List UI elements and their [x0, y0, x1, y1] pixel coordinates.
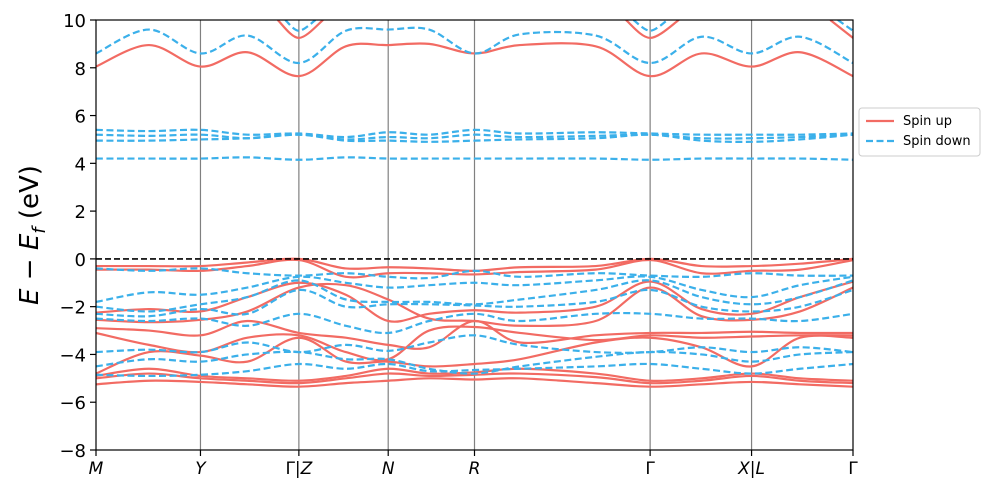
ylabel-minus: −: [15, 250, 45, 288]
band-line: [632, 20, 669, 32]
x-tick-label: M: [89, 459, 104, 479]
band-line: [96, 280, 853, 323]
band-line: [837, 20, 853, 32]
legend-label-spin-up: Spin up: [903, 114, 952, 129]
series-spin-down: [96, 20, 853, 378]
x-tick-label: R: [469, 459, 481, 479]
x-axis: M Y Γ|Z N R Γ X|L Γ: [89, 450, 858, 479]
ylabel-e: E: [15, 288, 45, 305]
band-line: [96, 377, 853, 388]
y-tick-label: −6: [59, 393, 86, 414]
y-tick-label: 8: [75, 59, 86, 80]
legend-label-spin-down: Spin down: [903, 134, 971, 149]
band-line: [96, 288, 853, 318]
band-line: [96, 275, 853, 303]
y-tick-label: 6: [75, 107, 86, 128]
band-line: [625, 20, 680, 40]
band-line: [276, 20, 324, 40]
x-tick-label: N: [382, 459, 395, 479]
ylabel-unit: (eV): [15, 165, 45, 227]
x-tick-label: Γ: [645, 459, 655, 479]
y-tick-label: 0: [75, 250, 86, 271]
y-tick-label: 10: [63, 11, 86, 32]
band-line: [96, 267, 853, 280]
y-tick-label: −4: [59, 345, 86, 366]
band-line: [96, 26, 853, 65]
y-tick-label: 4: [75, 154, 86, 175]
y-tick-label: −2: [59, 298, 86, 319]
band-line: [829, 20, 853, 39]
band-line: [96, 319, 853, 350]
x-tick-label: Y: [195, 459, 207, 479]
band-line: [96, 282, 853, 328]
x-tick-label: X|L: [737, 459, 765, 479]
band-line: [96, 362, 853, 378]
band-line: [96, 372, 853, 385]
y-axis: −8 −6 −4 −2 0 2 4 6 8 10: [59, 11, 96, 462]
band-line: [96, 156, 853, 161]
band-line: [96, 311, 853, 335]
band-line: [96, 128, 853, 139]
y-axis-label: E − Ef (eV): [15, 165, 50, 305]
ylabel-ef: E: [15, 233, 45, 250]
bands-layer: [96, 20, 853, 388]
legend: Spin up Spin down: [858, 107, 981, 157]
y-tick-label: −8: [59, 441, 86, 462]
band-line: [96, 133, 853, 143]
band-line: [284, 20, 317, 32]
band-line: [96, 334, 853, 354]
band-line: [96, 42, 853, 78]
band-line: [96, 325, 853, 362]
band-line: [96, 279, 853, 313]
band-line: [96, 257, 853, 272]
ylabel-sub: f: [29, 225, 50, 234]
band-line: [96, 133, 853, 141]
x-tick-label: Γ: [848, 459, 858, 479]
band-line: [96, 350, 853, 375]
x-tick-label: Γ|Z: [285, 459, 312, 479]
y-tick-label: 2: [75, 202, 86, 223]
